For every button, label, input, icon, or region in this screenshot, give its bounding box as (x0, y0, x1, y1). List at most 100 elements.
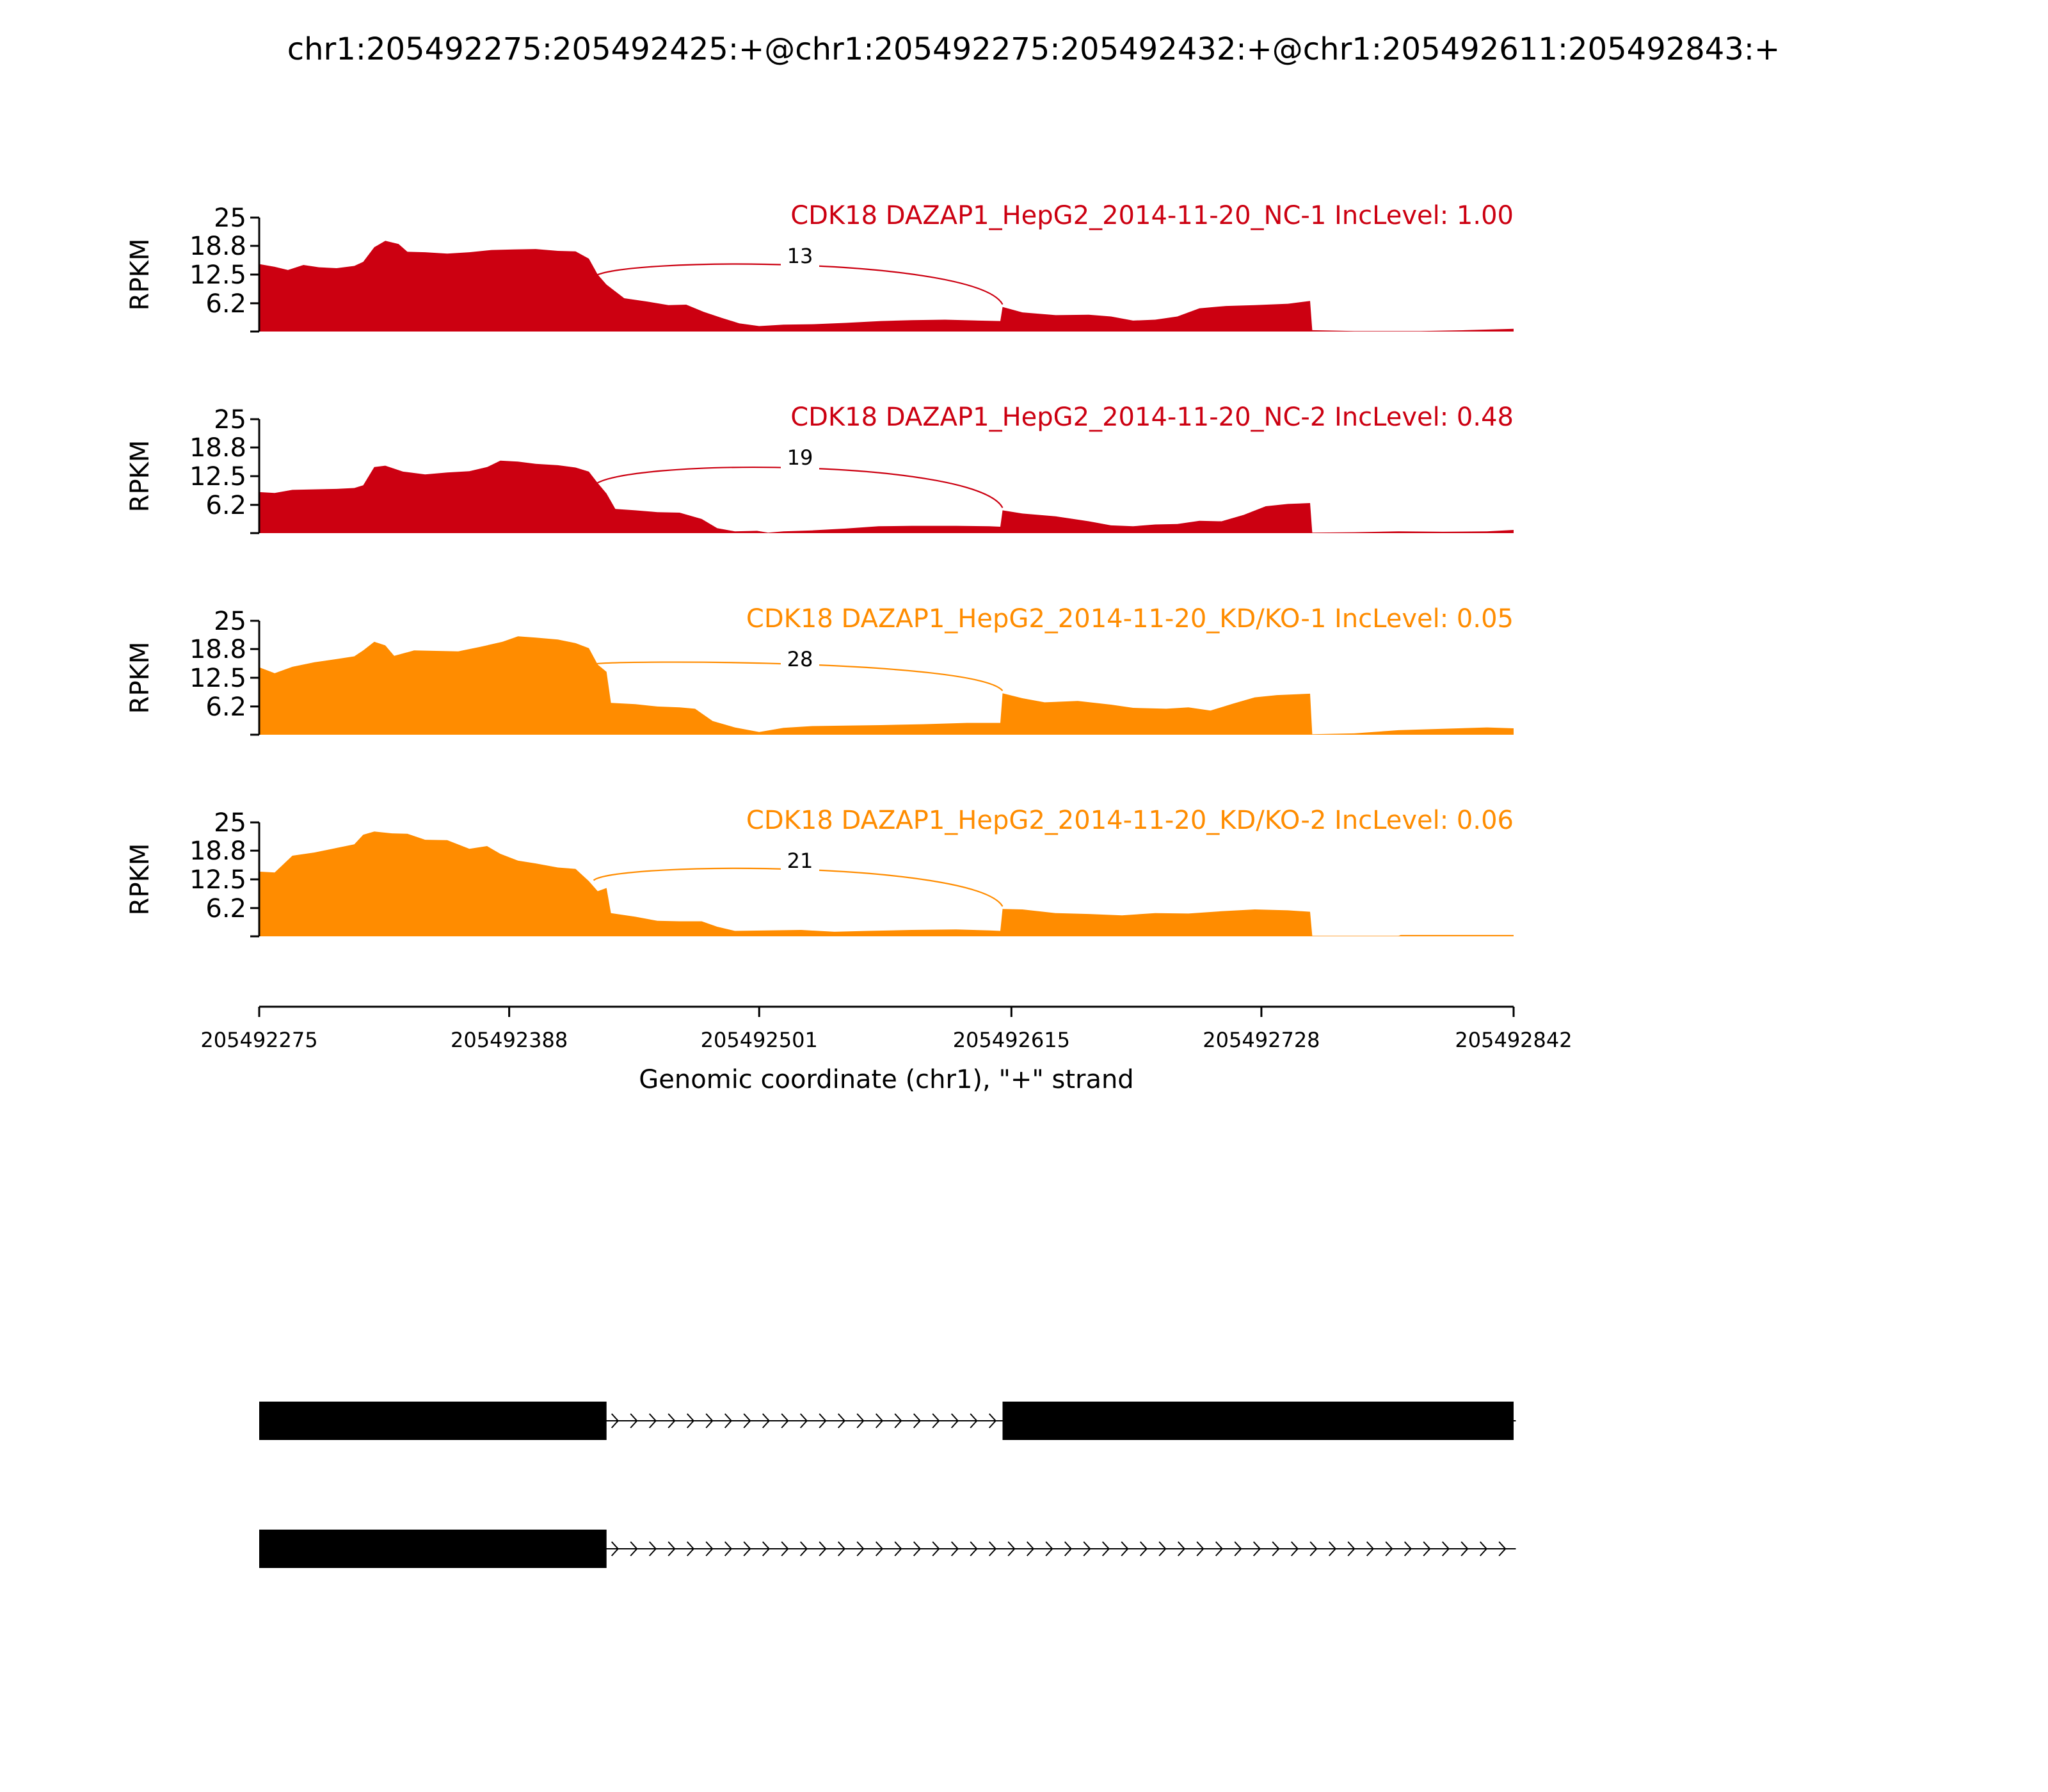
sample-label: CDK18 DAZAP1_HepG2_2014-11-20_KD/KO-2 In… (746, 806, 1514, 835)
junction-count: 13 (787, 244, 813, 268)
y-tick-label: 18.8 (189, 635, 246, 664)
strand-chevron (781, 1413, 789, 1428)
y-axis-label: RPKM (125, 239, 155, 311)
junction-arc (593, 867, 1004, 907)
junction-count-bg (781, 648, 819, 671)
strand-chevron (1423, 1541, 1431, 1556)
strand-chevron (611, 1541, 620, 1556)
strand-chevron (1309, 1541, 1318, 1556)
strand-chevron (1007, 1541, 1016, 1556)
sample-label: CDK18 DAZAP1_HepG2_2014-11-20_KD/KO-1 In… (746, 604, 1514, 634)
strand-chevron (1121, 1541, 1129, 1556)
y-tick-label: 6.2 (205, 894, 246, 924)
strand-chevron (762, 1541, 771, 1556)
junction-arc (593, 467, 1004, 508)
strand-chevron (1460, 1541, 1469, 1556)
isoform-1 (259, 1402, 1516, 1440)
strand-chevron (743, 1413, 751, 1428)
strand-chevron (1479, 1541, 1488, 1556)
strand-chevron (1385, 1541, 1393, 1556)
strand-chevron (724, 1413, 733, 1428)
strand-chevron (1234, 1541, 1242, 1556)
strand-chevron (1272, 1541, 1280, 1556)
coverage-area (259, 831, 1514, 936)
junction-count-bg (781, 850, 819, 873)
strand-chevron (819, 1413, 827, 1428)
junction-arc (593, 263, 1004, 305)
y-axis-label: RPKM (125, 440, 155, 513)
strand-chevron (1404, 1541, 1412, 1556)
y-tick-label: 25 (214, 808, 246, 838)
junction-count: 19 (787, 445, 813, 470)
strand-chevron (1441, 1541, 1450, 1556)
x-tick-label: 205492615 (953, 1028, 1070, 1052)
strand-chevron (988, 1413, 997, 1428)
coverage-area (259, 241, 1514, 332)
strand-chevron (1366, 1541, 1375, 1556)
junction-count-bg (781, 245, 819, 268)
exon-block (259, 1530, 607, 1568)
strand-chevron (1215, 1541, 1224, 1556)
sample-label: CDK18 DAZAP1_HepG2_2014-11-20_NC-1 IncLe… (790, 201, 1514, 230)
x-tick-label: 205492275 (200, 1028, 317, 1052)
junction-count: 28 (787, 647, 813, 671)
strand-chevron (705, 1541, 714, 1556)
strand-chevron (837, 1541, 846, 1556)
y-tick-label: 6.2 (205, 491, 246, 520)
strand-chevron (932, 1541, 940, 1556)
y-tick-label: 18.8 (189, 232, 246, 261)
strand-chevron (668, 1413, 676, 1428)
strand-chevron (856, 1541, 865, 1556)
y-tick-label: 25 (214, 405, 246, 435)
strand-chevron (724, 1541, 733, 1556)
strand-chevron (1177, 1541, 1186, 1556)
strand-chevron (686, 1541, 695, 1556)
y-tick-label: 25 (214, 204, 246, 233)
strand-chevron (781, 1541, 789, 1556)
strand-chevron (705, 1413, 714, 1428)
isoform-2 (259, 1530, 1516, 1568)
strand-chevron (1083, 1541, 1091, 1556)
strand-chevron (894, 1413, 902, 1428)
y-tick-label: 12.5 (189, 664, 246, 693)
strand-chevron (648, 1413, 657, 1428)
strand-chevron (819, 1541, 827, 1556)
y-tick-label: 18.8 (189, 433, 246, 463)
sample-label: CDK18 DAZAP1_HepG2_2014-11-20_NC-2 IncLe… (790, 403, 1514, 432)
strand-chevron (743, 1541, 751, 1556)
coverage-area (259, 636, 1514, 735)
strand-chevron (1026, 1541, 1035, 1556)
y-tick-label: 12.5 (189, 865, 246, 895)
strand-chevron (913, 1541, 922, 1556)
y-axis-label: RPKM (125, 642, 155, 714)
isoform-models (259, 1402, 1516, 1568)
strand-chevron (913, 1413, 922, 1428)
strand-chevron (894, 1541, 902, 1556)
strand-chevron (1252, 1541, 1261, 1556)
strand-chevron (686, 1413, 695, 1428)
strand-chevron (1045, 1541, 1053, 1556)
y-tick-label: 6.2 (205, 289, 246, 319)
strand-chevron (1328, 1541, 1337, 1556)
strand-chevron (970, 1413, 978, 1428)
y-axis-label: RPKM (125, 844, 155, 916)
strand-chevron (950, 1541, 959, 1556)
junction-count: 21 (787, 849, 813, 873)
x-tick-label: 205492728 (1203, 1028, 1320, 1052)
strand-chevron (1139, 1541, 1148, 1556)
strand-chevron (837, 1413, 846, 1428)
strand-chevron (875, 1541, 884, 1556)
y-tick-label: 6.2 (205, 692, 246, 722)
figure-title: chr1:205492275:205492425:+@chr1:20549227… (287, 31, 1780, 67)
strand-chevron (856, 1413, 865, 1428)
strand-chevron (1347, 1541, 1356, 1556)
strand-chevron (970, 1541, 978, 1556)
x-axis-label: Genomic coordinate (chr1), "+" strand (639, 1065, 1133, 1094)
y-tick-label: 18.8 (189, 836, 246, 866)
strand-chevron (875, 1413, 884, 1428)
